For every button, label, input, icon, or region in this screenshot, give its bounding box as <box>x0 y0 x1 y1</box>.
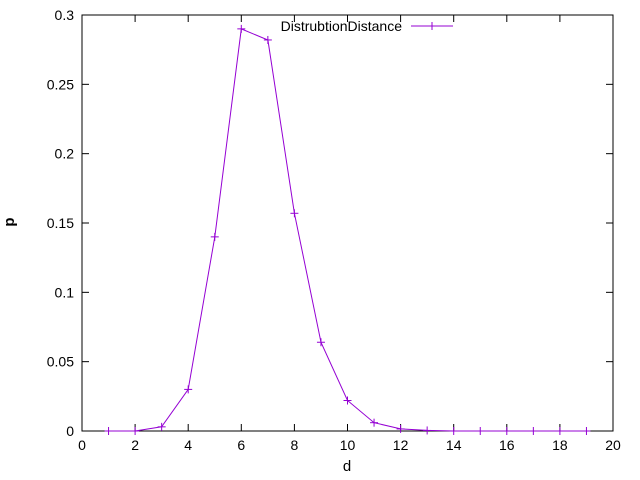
x-tick-label: 10 <box>340 437 356 453</box>
data-point-marker <box>423 426 432 435</box>
y-tick-label: 0.25 <box>47 76 74 92</box>
data-point-marker <box>316 338 325 347</box>
x-tick-label: 0 <box>78 437 86 453</box>
data-point-marker <box>290 209 299 218</box>
data-point-marker <box>449 427 458 435</box>
x-tick-label: 2 <box>131 437 139 453</box>
data-point-marker <box>555 427 564 435</box>
y-axis: 0 0.05 0.1 0.15 0.2 0.25 0.3 <box>47 7 613 439</box>
x-axis-title: d <box>343 458 351 475</box>
y-tick-label: 0.2 <box>55 146 75 162</box>
series-layer <box>104 24 591 435</box>
plot-frame <box>81 14 614 432</box>
data-point-marker <box>370 418 379 427</box>
legend: DistrubtionDistance <box>281 18 453 34</box>
data-point-marker <box>210 232 219 241</box>
x-tick-label: 20 <box>605 437 621 453</box>
data-point-marker <box>237 24 246 33</box>
y-tick-label: 0.15 <box>47 215 74 231</box>
legend-marker <box>428 22 436 30</box>
data-point-marker <box>104 427 113 435</box>
data-point-marker <box>502 427 511 435</box>
data-point-marker <box>396 424 405 433</box>
y-axis-title: p <box>1 217 18 226</box>
data-point-marker <box>529 427 538 435</box>
x-tick-label: 6 <box>237 437 245 453</box>
data-point-marker <box>582 427 591 435</box>
y-tick-label: 0 <box>66 423 74 439</box>
y-tick-label: 0.3 <box>55 7 75 23</box>
x-tick-label: 16 <box>499 437 515 453</box>
data-point-marker <box>476 427 485 435</box>
data-point-marker <box>263 35 272 44</box>
x-tick-label: 4 <box>184 437 192 453</box>
series-line <box>108 28 587 432</box>
x-tick-label: 18 <box>552 437 568 453</box>
x-tick-label: 14 <box>446 437 462 453</box>
data-point-marker <box>157 422 166 431</box>
data-point-marker <box>131 427 140 435</box>
x-tick-label: 12 <box>393 437 409 453</box>
x-tick-label: 8 <box>291 437 299 453</box>
data-point-marker <box>184 385 193 394</box>
y-tick-label: 0.05 <box>47 354 74 370</box>
y-tick-label: 0.1 <box>55 284 75 300</box>
x-axis: 0 2 4 6 8 10 12 14 16 18 20 <box>78 15 621 453</box>
data-point-marker <box>343 396 352 405</box>
legend-label: DistrubtionDistance <box>281 18 403 34</box>
